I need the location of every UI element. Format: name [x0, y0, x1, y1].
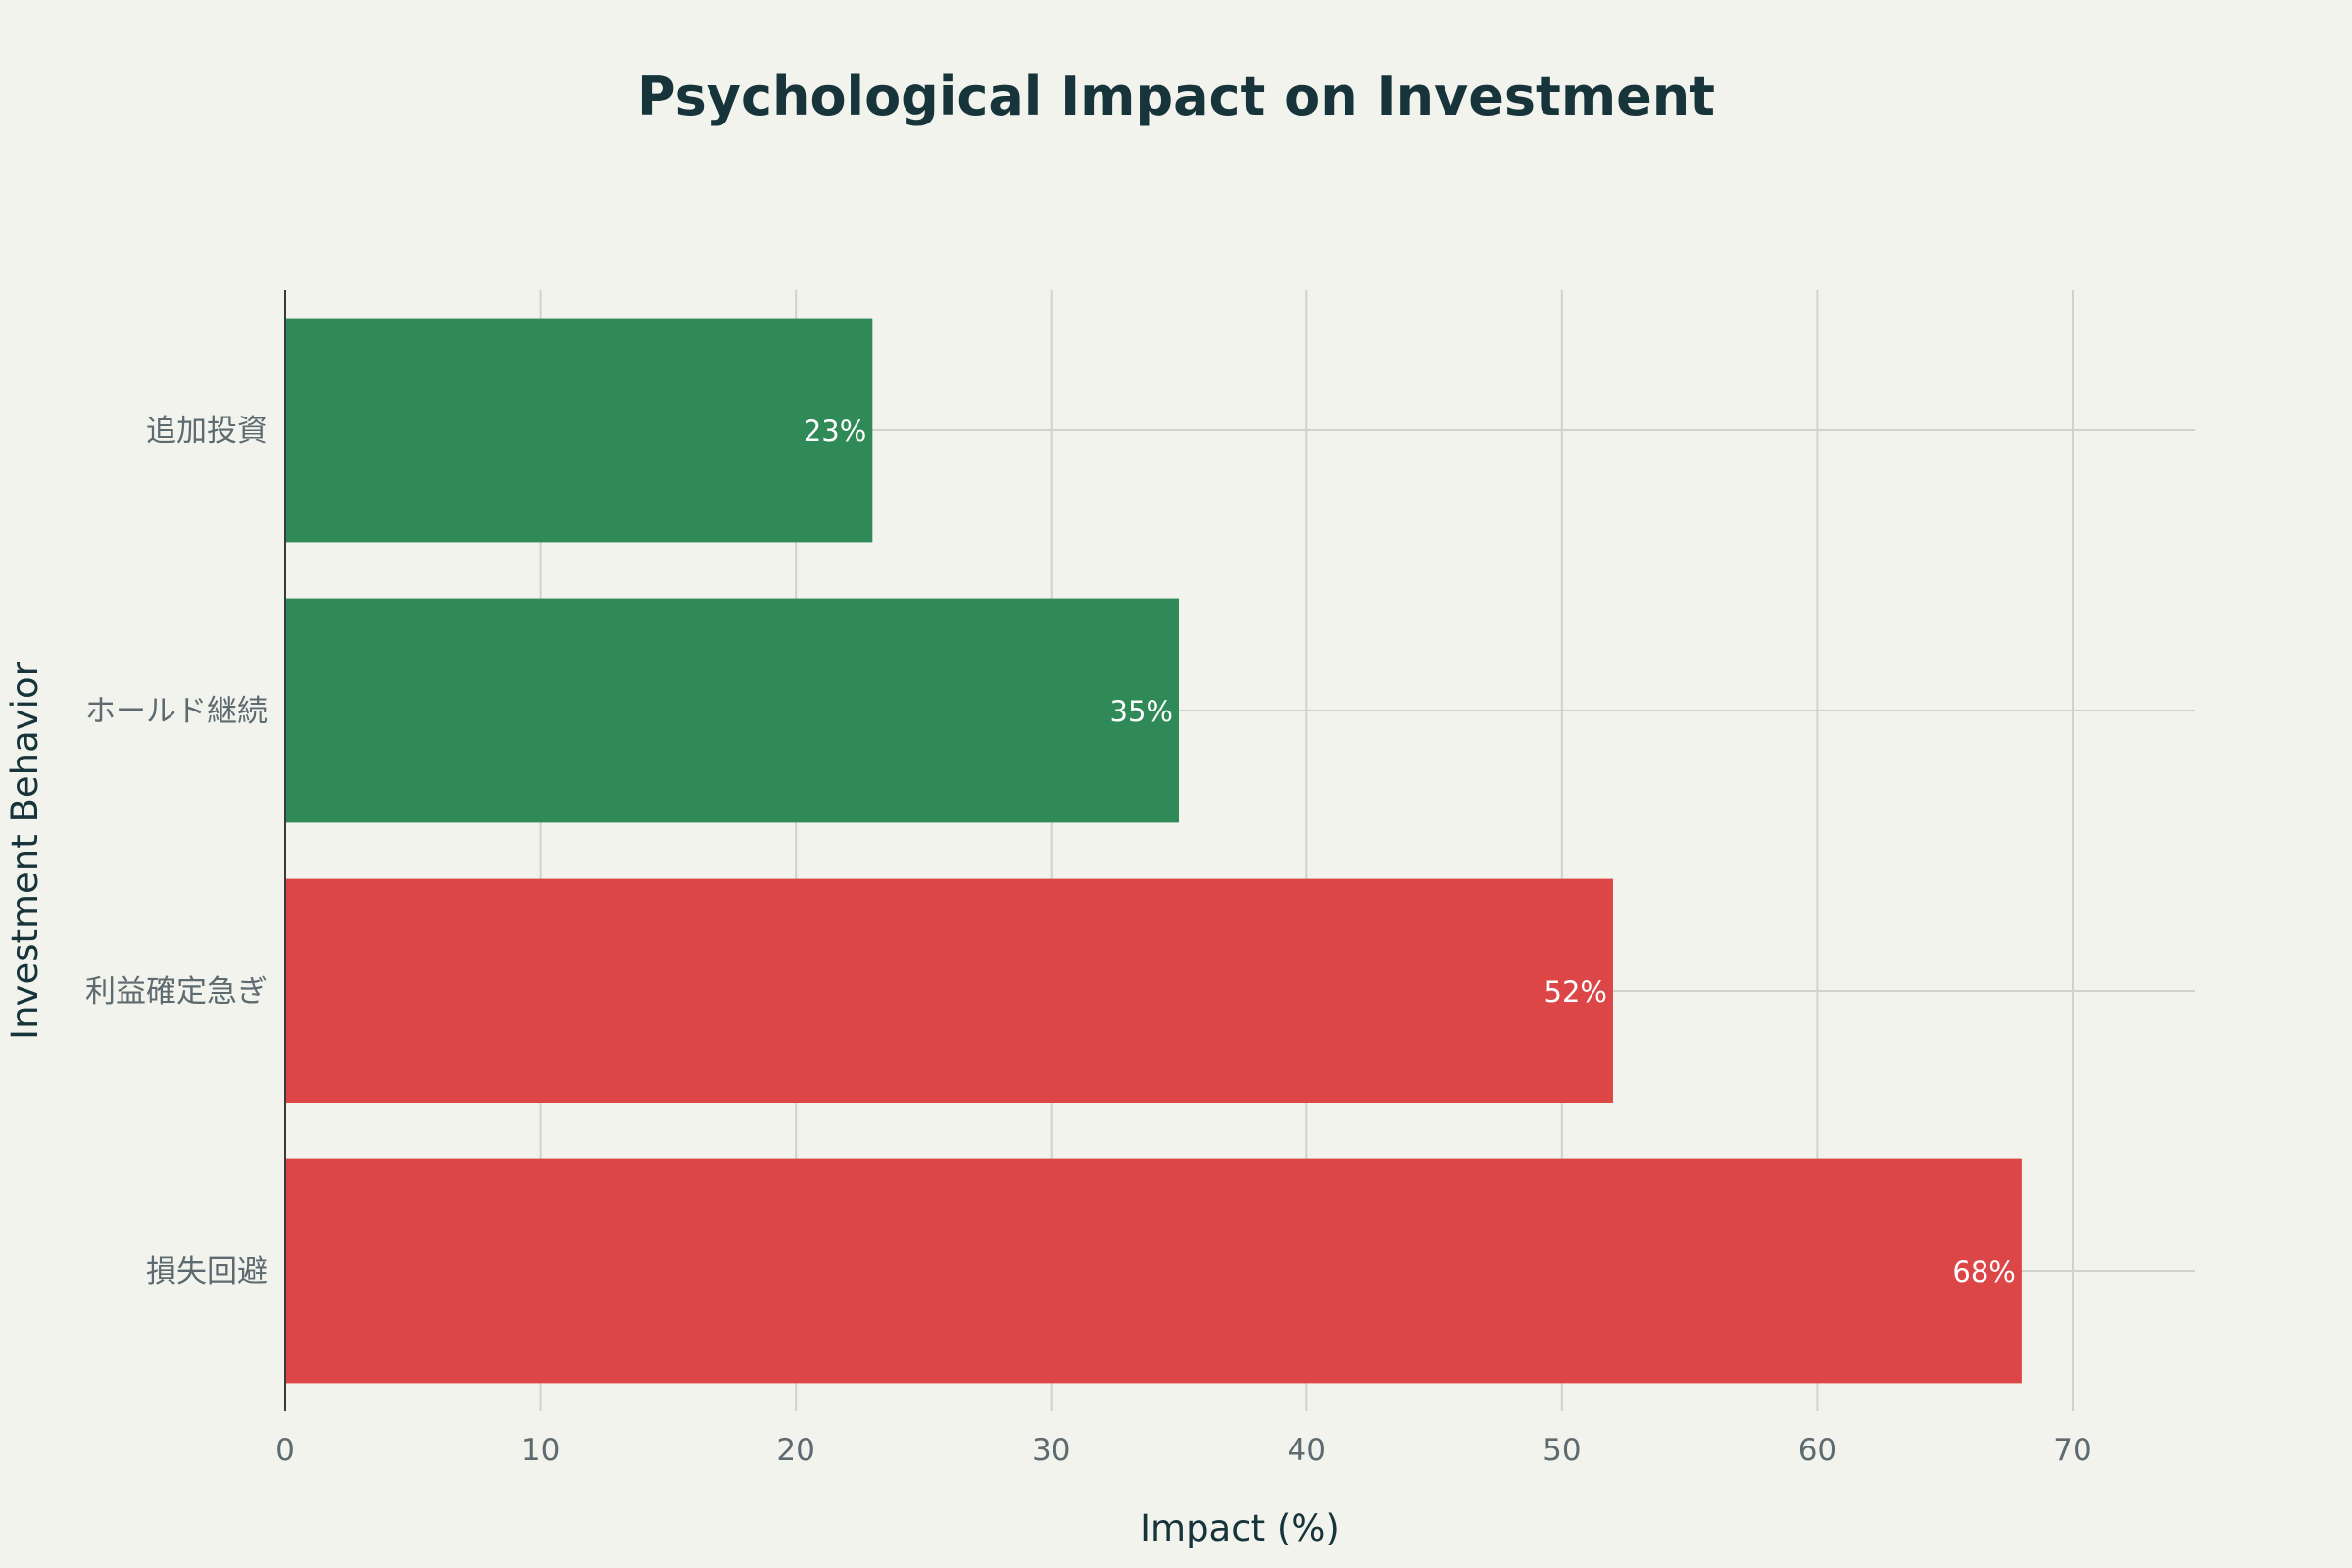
- bars: [285, 318, 2022, 1384]
- bar: [285, 878, 1613, 1103]
- x-tick-label: 60: [1798, 1433, 1837, 1468]
- x-tick-label: 20: [776, 1433, 814, 1468]
- x-axis-title: Impact (%): [1140, 1507, 1340, 1549]
- chart-title: Psychological Impact on Investment: [637, 66, 1715, 127]
- bar-value-label: 52%: [1544, 975, 1607, 1008]
- y-category-label: 利益確定急ぎ: [85, 974, 268, 1009]
- y-category-label: 損失回避: [146, 1254, 268, 1290]
- x-tick-label: 10: [521, 1433, 560, 1468]
- bar-value-label: 23%: [804, 415, 866, 448]
- y-category-label: ホールド継続: [85, 694, 268, 729]
- x-tick-label: 50: [1543, 1433, 1581, 1468]
- x-tick-labels: 0 10 20 30 40 50 60 70: [275, 1433, 2092, 1468]
- x-tick-label: 70: [2053, 1433, 2091, 1468]
- bar: [285, 1158, 2022, 1384]
- data-labels: 23% 35% 52% 68%: [804, 415, 2016, 1289]
- x-tick-label: 30: [1032, 1433, 1070, 1468]
- x-tick-label: 0: [275, 1433, 295, 1468]
- bar-value-label: 35%: [1110, 695, 1173, 728]
- bar: [285, 318, 873, 543]
- bar-value-label: 68%: [1952, 1255, 2015, 1289]
- y-category-label: 追加投資: [146, 414, 268, 449]
- bar: [285, 598, 1179, 823]
- x-tick-label: 40: [1288, 1433, 1326, 1468]
- y-axis-title: Investment Behavior: [4, 661, 46, 1039]
